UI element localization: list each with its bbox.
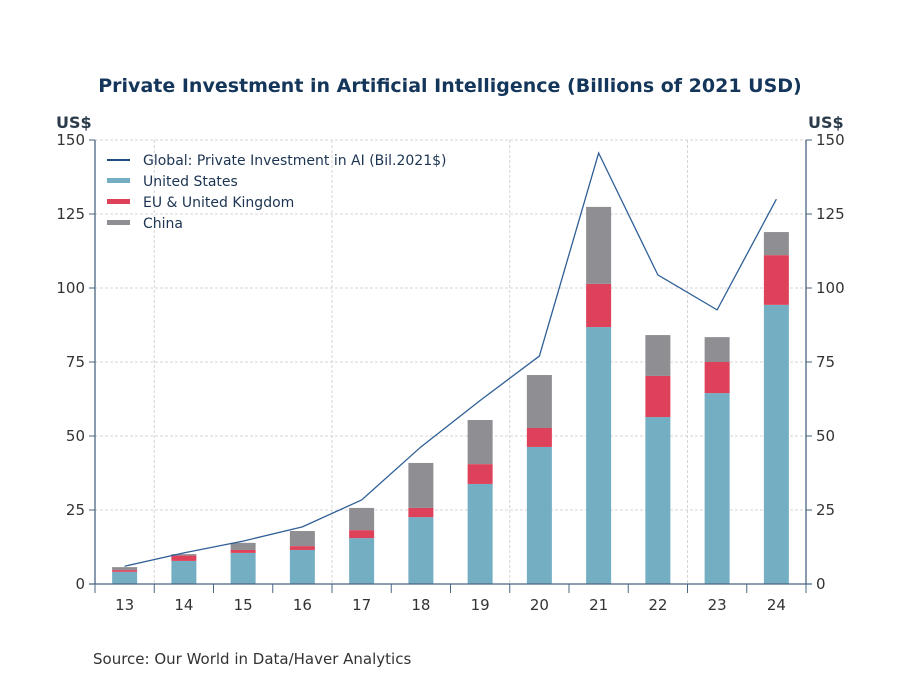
bar-china: [112, 567, 138, 571]
bar-eu-united-kingdom: [171, 555, 197, 561]
x-tick-label: 13: [115, 596, 134, 614]
y-tick-label-left: 0: [75, 575, 85, 593]
bar-eu-united-kingdom: [112, 570, 138, 572]
bar-eu-united-kingdom: [645, 375, 671, 418]
legend-label: United States: [143, 174, 238, 190]
bar-china: [349, 507, 375, 531]
y-tick-label-right: 25: [816, 501, 835, 519]
chart-title: Private Investment in Artificial Intelli…: [98, 75, 802, 97]
left-axis-unit: US$: [56, 113, 92, 132]
bar-eu-united-kingdom: [526, 428, 552, 447]
source-note: Source: Our World in Data/Haver Analytic…: [93, 650, 411, 668]
legend: Global: Private Investment in AI (Bil.20…: [107, 153, 447, 232]
bar-united-states: [467, 483, 493, 584]
legend-swatch-china: [107, 220, 130, 225]
bar-united-states: [526, 446, 552, 584]
legend-swatch-united-states: [107, 178, 130, 183]
x-tick-label: 17: [352, 596, 371, 614]
bar-china: [526, 375, 552, 429]
x-tick-label: 22: [648, 596, 667, 614]
bar-china: [645, 335, 671, 376]
bar-china: [763, 232, 789, 256]
bar-eu-united-kingdom: [349, 530, 375, 539]
right-axis-unit: US$: [808, 113, 844, 132]
x-tick-label: 19: [471, 596, 490, 614]
x-tick-label: 18: [411, 596, 430, 614]
x-tick-label: 23: [708, 596, 727, 614]
y-tick-label-left: 150: [56, 131, 85, 149]
bar-united-states: [763, 304, 789, 584]
bar-united-states: [704, 393, 730, 584]
y-tick-label-left: 75: [66, 353, 85, 371]
legend-label: China: [143, 216, 183, 232]
bar-united-states: [586, 327, 612, 584]
bar-china: [408, 462, 434, 508]
bar-eu-united-kingdom: [763, 255, 789, 305]
bar-united-states: [289, 549, 315, 584]
y-tick-label-right: 100: [816, 279, 845, 297]
x-tick-label: 21: [589, 596, 608, 614]
x-tick-label: 15: [234, 596, 253, 614]
bar-united-states: [230, 552, 256, 584]
global-line: [124, 151, 777, 567]
y-tick-label-right: 125: [816, 205, 845, 223]
bars: [112, 206, 789, 584]
y-tick-label-left: 50: [66, 427, 85, 445]
bar-china: [230, 542, 256, 550]
bar-eu-united-kingdom: [467, 464, 493, 484]
legend-label: Global: Private Investment in AI (Bil.20…: [143, 153, 447, 169]
bar-eu-united-kingdom: [289, 546, 315, 550]
bar-china: [171, 554, 197, 556]
x-tick-label: 20: [530, 596, 549, 614]
bar-china: [467, 420, 493, 465]
gridlines: [95, 139, 806, 584]
x-tick-label: 14: [174, 596, 193, 614]
bar-china: [586, 206, 612, 284]
bar-eu-united-kingdom: [586, 283, 612, 328]
y-tick-label-left: 100: [56, 279, 85, 297]
y-tick-label-right: 150: [816, 131, 845, 149]
global-investment-line: [124, 151, 777, 567]
bar-united-states: [645, 417, 671, 584]
bar-united-states: [171, 560, 197, 584]
axes: 0 0 25 25 50 50 75 75 100 100 125 125 150 150 13 14 15 16…: [56, 131, 844, 614]
x-tick-label: 24: [767, 596, 786, 614]
y-tick-label-right: 0: [816, 575, 826, 593]
bar-eu-united-kingdom: [704, 362, 730, 394]
bar-eu-united-kingdom: [408, 507, 434, 518]
legend-label: EU & United Kingdom: [143, 195, 294, 211]
y-tick-label-right: 50: [816, 427, 835, 445]
legend-swatch-eu-united-kingdom: [107, 199, 130, 204]
y-tick-label-right: 75: [816, 353, 835, 371]
bar-china: [704, 337, 730, 362]
legend-swatch-global-private-investment-in-ai-bil: [107, 159, 130, 161]
y-tick-label-left: 125: [56, 205, 85, 223]
bar-china: [289, 531, 315, 547]
bar-eu-united-kingdom: [230, 549, 256, 553]
bar-united-states: [408, 517, 434, 584]
x-tick-label: 16: [293, 596, 312, 614]
bar-united-states: [112, 571, 138, 584]
bar-united-states: [349, 538, 375, 584]
y-tick-label-left: 25: [66, 501, 85, 519]
